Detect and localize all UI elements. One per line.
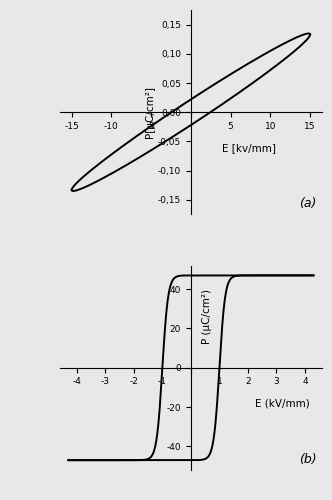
Text: (a): (a) bbox=[299, 198, 317, 210]
Y-axis label: P (μC/cm²): P (μC/cm²) bbox=[202, 289, 212, 344]
Y-axis label: P[μC/cm²]: P[μC/cm²] bbox=[145, 86, 155, 138]
X-axis label: E (kV/mm): E (kV/mm) bbox=[255, 398, 310, 408]
Text: (b): (b) bbox=[299, 453, 317, 466]
X-axis label: E [kv/mm]: E [kv/mm] bbox=[221, 143, 276, 153]
